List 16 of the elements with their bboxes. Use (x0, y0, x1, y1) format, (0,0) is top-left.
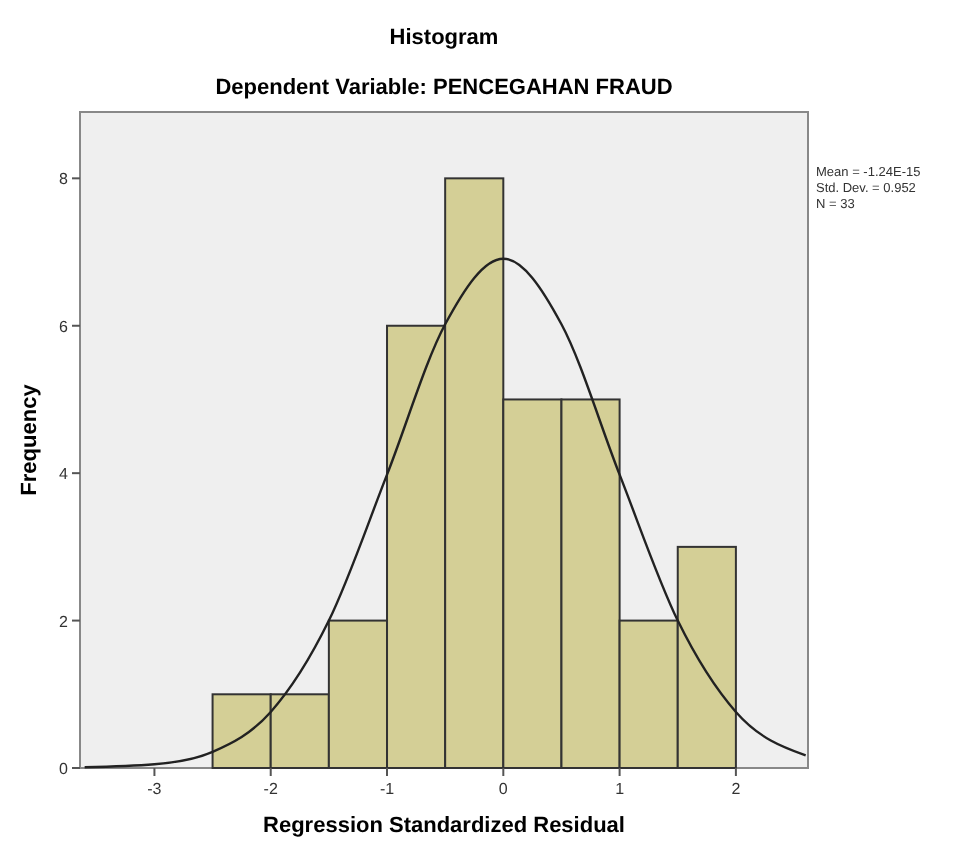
x-axis-title: Regression Standardized Residual (263, 814, 625, 838)
y-tick-label: 4 (59, 465, 70, 484)
x-tick-label: 2 (731, 780, 742, 798)
line-series (83, 257, 807, 769)
y-axis-title: Frequency (18, 382, 42, 496)
y-tick-label: 8 (59, 170, 70, 189)
x-tick-label: -2 (263, 780, 279, 798)
y-tick-label: 6 (59, 317, 70, 336)
x-tick-label: -3 (147, 780, 163, 798)
x-tick-label: -1 (379, 780, 396, 798)
chart-subtitle: Dependent Variable: PENCEGAHAN FRAUD (215, 76, 673, 100)
x-tick-label: 1 (615, 780, 626, 798)
y-tick-label: 0 (59, 760, 70, 778)
y-tick-label: 2 (59, 612, 70, 631)
x-tick-label: 0 (498, 780, 509, 798)
chart-title: Histogram (389, 26, 499, 50)
